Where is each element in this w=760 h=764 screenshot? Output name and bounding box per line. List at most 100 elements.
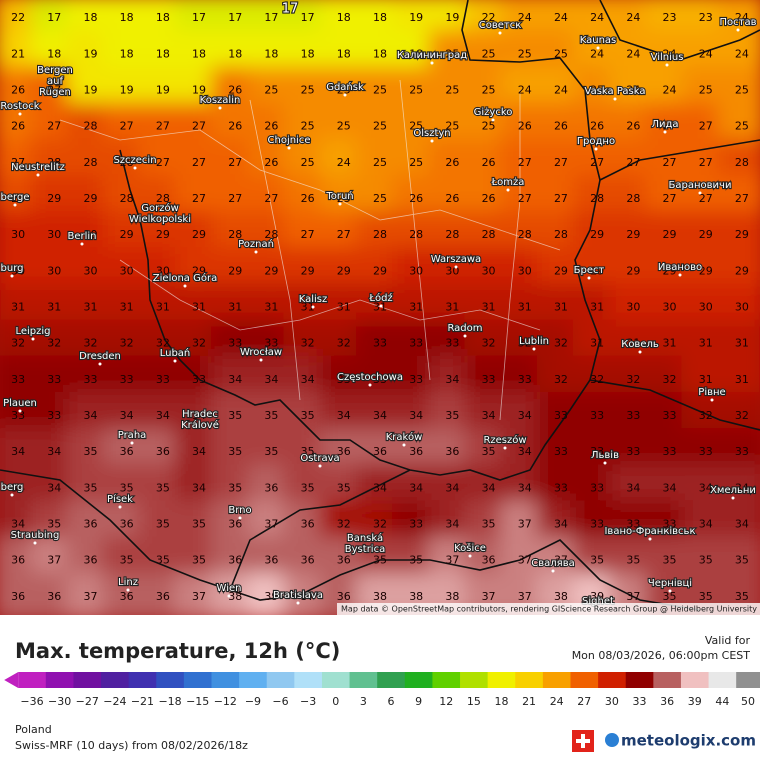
temperature-value: 34 bbox=[373, 481, 387, 494]
temperature-value: 26 bbox=[554, 120, 568, 133]
city-label: Bratislava bbox=[273, 590, 323, 601]
colorbar-tick-label: −24 bbox=[103, 695, 126, 708]
temperature-value: 33 bbox=[663, 518, 677, 531]
contour-label: 17 bbox=[282, 2, 299, 17]
temperature-value: 18 bbox=[156, 11, 170, 24]
temperature-value: 27 bbox=[228, 192, 242, 205]
temperature-value: 38 bbox=[228, 590, 242, 603]
city-dot bbox=[402, 443, 406, 447]
city-labels: Советск Kaunas Vilnius Постав Калининград Ber… bbox=[0, 16, 758, 611]
colorbar-tick-label: 33 bbox=[633, 695, 647, 708]
colorbar-segment bbox=[460, 672, 489, 688]
city-label: Berlin bbox=[67, 231, 96, 242]
city-dot bbox=[587, 276, 591, 280]
temperature-value: 33 bbox=[554, 445, 568, 458]
temperature-value: 18 bbox=[373, 47, 387, 60]
temperature-value: 22 bbox=[482, 11, 496, 24]
temperature-value: 19 bbox=[409, 11, 423, 24]
temperature-value: 33 bbox=[735, 445, 749, 458]
temperature-value: 33 bbox=[590, 481, 604, 494]
city-dot bbox=[368, 383, 372, 387]
temperature-value: 17 bbox=[301, 11, 315, 24]
temperature-value: 24 bbox=[337, 156, 351, 169]
temperature-value: 25 bbox=[337, 192, 351, 205]
border-line bbox=[229, 469, 411, 591]
temperature-value: 26 bbox=[409, 192, 423, 205]
colorbar-segment bbox=[156, 672, 185, 688]
temperature-value: 32 bbox=[373, 518, 387, 531]
temperature-value: 38 bbox=[409, 590, 423, 603]
temperature-value: 26 bbox=[11, 83, 25, 96]
temperature-value: 25 bbox=[590, 83, 604, 96]
colorbar-segment bbox=[294, 672, 323, 688]
temperature-value: 32 bbox=[47, 337, 61, 350]
city-label: Chojnice bbox=[268, 135, 311, 146]
temperature-value: 31 bbox=[337, 301, 351, 314]
temperature-value: 25 bbox=[735, 120, 749, 133]
city-dot bbox=[36, 173, 40, 177]
temperature-value: 30 bbox=[120, 264, 134, 277]
temperature-value: 39 bbox=[264, 590, 278, 603]
colorbar-segment bbox=[73, 672, 102, 688]
temperature-value: 27 bbox=[264, 192, 278, 205]
temperature-value: 25 bbox=[482, 83, 496, 96]
temperature-value: 35 bbox=[482, 518, 496, 531]
temperature-value: 36 bbox=[337, 554, 351, 567]
colorbar-segment bbox=[625, 672, 654, 688]
colorbar-segment bbox=[377, 672, 406, 688]
city-label: Písek bbox=[107, 493, 133, 505]
temperature-value: 33 bbox=[626, 518, 640, 531]
temperature-value: 33 bbox=[120, 373, 134, 386]
city-label: Rostock bbox=[0, 101, 39, 112]
temperature-value: 34 bbox=[518, 445, 532, 458]
temperature-value: 29 bbox=[735, 264, 749, 277]
colorbar-segment bbox=[101, 672, 130, 688]
temperature-value: 39 bbox=[590, 590, 604, 603]
temperature-value: 28 bbox=[590, 192, 604, 205]
temperature-value: 28 bbox=[626, 192, 640, 205]
temperature-value: 33 bbox=[337, 373, 351, 386]
temperature-value: 38 bbox=[373, 590, 387, 603]
temperature-value: 34 bbox=[482, 481, 496, 494]
temperature-value: 29 bbox=[83, 192, 97, 205]
colorbar-tick-label: 24 bbox=[550, 695, 564, 708]
city-label: Свалява bbox=[531, 558, 574, 569]
temperature-value: 36 bbox=[11, 554, 25, 567]
city-dot bbox=[33, 541, 37, 545]
temperature-value: 26 bbox=[301, 192, 315, 205]
colorbar: −36 −30 −27 −24 −21 −18 −15 −12 −9 −6 −3 0 3 6 9 12 15 18… bbox=[4, 672, 760, 708]
temperature-value: 28 bbox=[264, 228, 278, 241]
colorbar-segment bbox=[736, 672, 760, 688]
temperature-value: 28 bbox=[83, 156, 97, 169]
temperature-value: 34 bbox=[11, 518, 25, 531]
border-line bbox=[599, 139, 760, 181]
temperature-value: 31 bbox=[264, 301, 278, 314]
temperature-value: 31 bbox=[83, 301, 97, 314]
temperature-value: 33 bbox=[663, 409, 677, 422]
temperature-value: 33 bbox=[626, 409, 640, 422]
temperature-value: 25 bbox=[409, 156, 423, 169]
temperature-value: 35 bbox=[699, 554, 713, 567]
temperature-value: 26 bbox=[482, 192, 496, 205]
temperature-value: 34 bbox=[83, 409, 97, 422]
city-label: Warszawa bbox=[431, 254, 481, 265]
colorbar-tick-label: −9 bbox=[245, 695, 261, 708]
temperature-value: 19 bbox=[83, 83, 97, 96]
borders bbox=[0, 0, 760, 611]
temperature-value: 19 bbox=[445, 11, 459, 24]
temperature-value: 21 bbox=[11, 47, 25, 60]
temperature-value: 33 bbox=[590, 409, 604, 422]
city-dot bbox=[31, 337, 35, 341]
temperature-value: 27 bbox=[192, 120, 206, 133]
city-dot bbox=[10, 274, 14, 278]
temperature-value: 36 bbox=[228, 554, 242, 567]
city-label: Radom bbox=[447, 323, 482, 334]
temperature-value: 26 bbox=[590, 120, 604, 133]
temperature-value: 35 bbox=[699, 590, 713, 603]
city-dot bbox=[648, 537, 652, 541]
temperature-value: 33 bbox=[83, 373, 97, 386]
city-label: Plauen bbox=[3, 398, 37, 409]
temperature-value: 36 bbox=[11, 590, 25, 603]
temperature-value: 24 bbox=[626, 47, 640, 60]
city-dot bbox=[736, 28, 740, 32]
